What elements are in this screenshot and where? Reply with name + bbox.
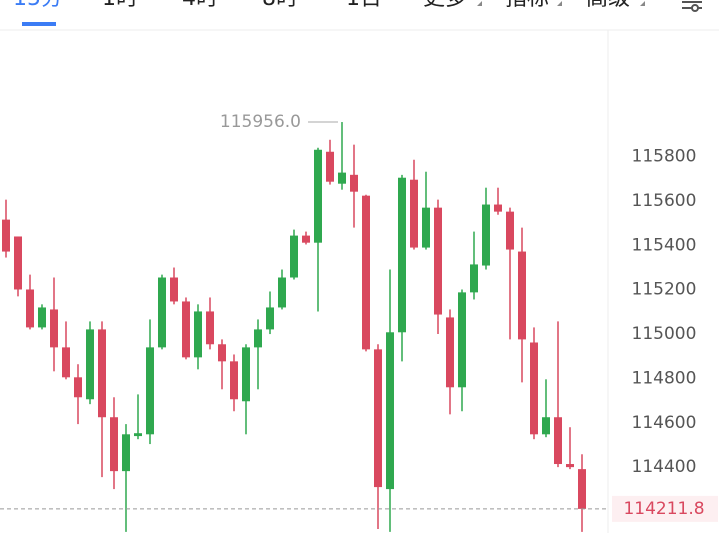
dropdown-arrows — [477, 1, 645, 6]
candle-body — [242, 347, 250, 402]
candle-body — [38, 307, 46, 328]
y-tick-label: 114600 — [632, 413, 697, 433]
candle-body — [62, 347, 70, 378]
tab[interactable]: 4时 — [182, 0, 218, 11]
candle-body — [470, 264, 478, 293]
tab[interactable]: 1日 — [346, 0, 382, 11]
y-tick-label: 115800 — [632, 147, 697, 167]
candle-body — [278, 277, 286, 308]
candle-body — [554, 417, 562, 465]
last-price-label: 114211.8 — [623, 499, 704, 519]
tab[interactable]: 1时 — [102, 0, 138, 11]
candle-body — [134, 433, 142, 437]
y-tick-label: 115400 — [632, 235, 697, 255]
candle-body — [458, 292, 466, 388]
candle-body — [314, 149, 322, 243]
candle-body — [74, 377, 82, 398]
y-tick-label: 115600 — [632, 191, 697, 211]
candle-body — [518, 251, 526, 340]
candle-body — [386, 332, 394, 490]
last-price-box — [612, 495, 718, 522]
candle-body — [290, 235, 298, 278]
candle-body — [374, 349, 382, 488]
candle-body — [494, 204, 502, 212]
active-tab-indicator — [22, 22, 56, 26]
candle-body — [410, 179, 418, 248]
tab-bar: 15分 1时 4时 8时 1日 更多 指标 高级 — [13, 0, 702, 26]
candle-body — [194, 311, 202, 358]
tab[interactable]: 更多 — [423, 0, 467, 11]
settings-icon[interactable] — [682, 1, 702, 12]
max-label: 115956.0 — [220, 112, 301, 132]
tab[interactable]: 高级 — [586, 0, 630, 11]
candle-body — [422, 207, 430, 248]
y-tick-label: 115000 — [632, 324, 697, 344]
candle-body — [98, 329, 106, 418]
candle-body — [326, 151, 334, 182]
candle-body — [578, 469, 586, 509]
candle-body — [110, 417, 118, 472]
y-tick-label: 114800 — [632, 368, 697, 388]
candle-body — [530, 342, 538, 435]
candle-body — [482, 204, 490, 266]
candle-body — [50, 309, 58, 348]
candle-body — [26, 289, 34, 328]
candle-body — [182, 301, 190, 358]
candle-body — [218, 344, 226, 362]
candle-body — [254, 329, 262, 348]
candle-body — [230, 361, 238, 400]
candle-body — [170, 277, 178, 302]
tab[interactable]: 指标 — [505, 0, 549, 11]
candle-body — [302, 235, 310, 243]
candle-body — [266, 307, 274, 330]
candle-body — [2, 219, 10, 252]
candle-body — [434, 207, 442, 315]
candle-body — [566, 464, 574, 468]
candle-body — [86, 329, 94, 400]
candle-body — [14, 236, 22, 290]
y-tick-label: 115200 — [632, 280, 697, 300]
tab[interactable]: 8时 — [262, 0, 298, 11]
candle-body — [542, 417, 550, 435]
candle-body — [122, 434, 130, 472]
candle-body — [338, 172, 346, 184]
tab[interactable]: 15分 — [13, 0, 63, 11]
candle-body — [398, 177, 406, 333]
candle-body — [506, 211, 514, 250]
candle-body — [158, 277, 166, 348]
candle-body — [146, 347, 154, 435]
candle-body — [362, 195, 370, 350]
candle-body — [446, 317, 454, 388]
y-tick-label: 114400 — [632, 457, 697, 477]
candle-body — [350, 174, 358, 192]
candle-body — [206, 311, 214, 345]
